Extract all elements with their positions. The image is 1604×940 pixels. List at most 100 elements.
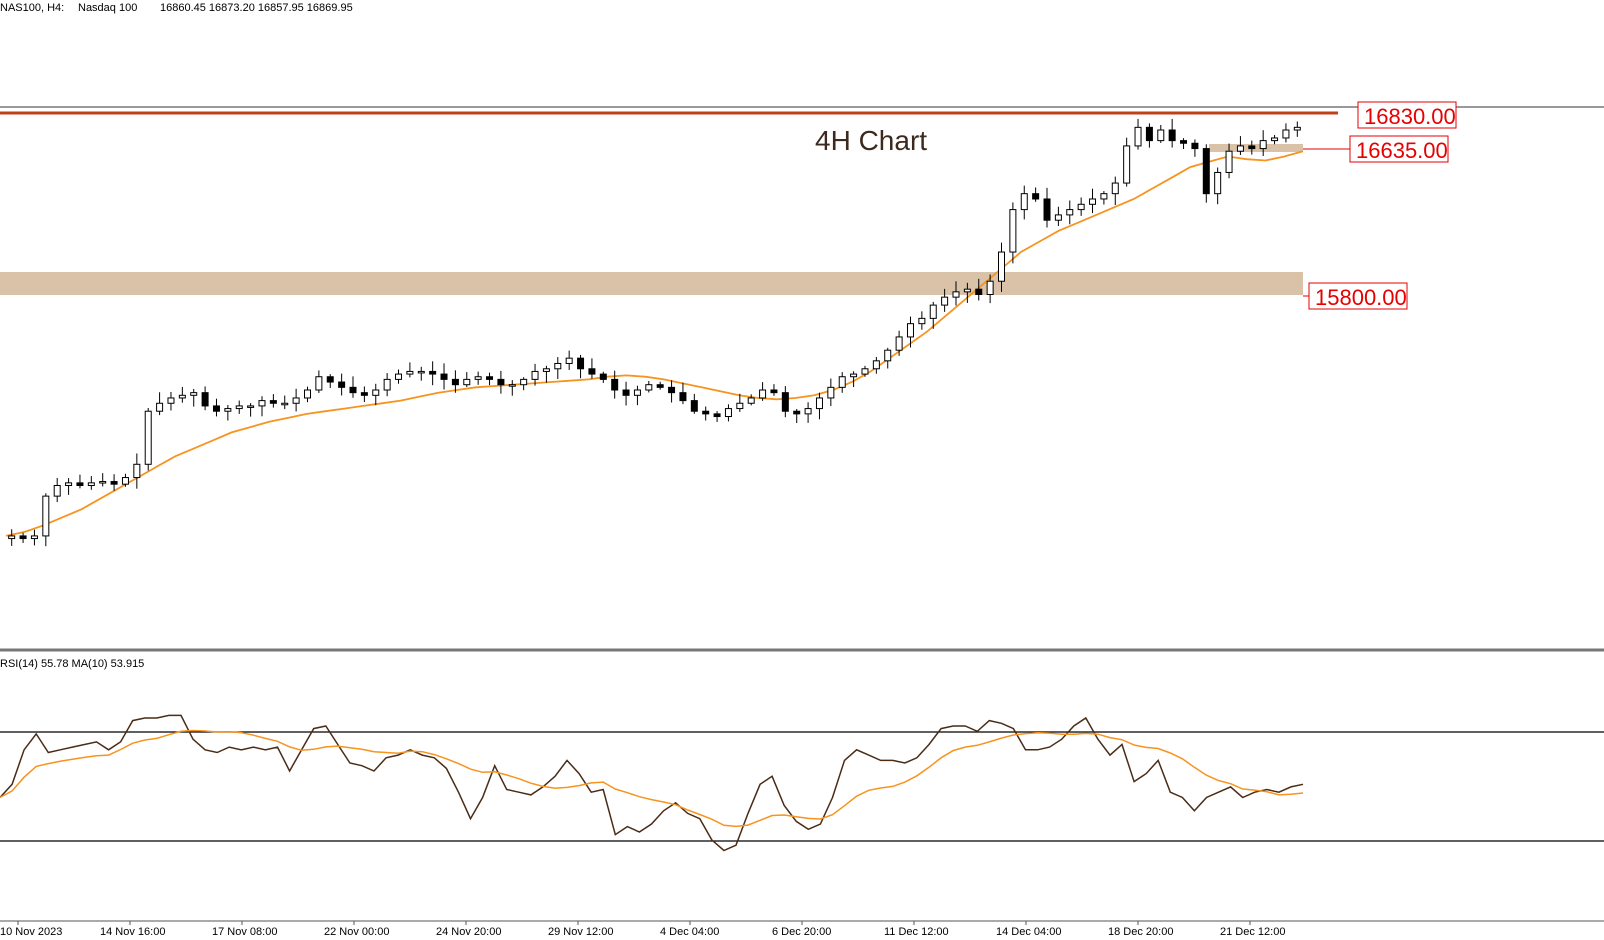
candle bbox=[827, 378, 835, 407]
candle bbox=[360, 386, 368, 403]
level-tag-15800: 15800.00 bbox=[1315, 285, 1407, 310]
candle-body bbox=[1236, 145, 1244, 152]
level-tag-16635: 16635.00 bbox=[1356, 138, 1448, 163]
candle-body bbox=[986, 280, 994, 295]
candle-body bbox=[372, 389, 380, 396]
candle-body bbox=[611, 378, 619, 391]
support-zone-16635 bbox=[1209, 144, 1303, 152]
candle-body bbox=[1271, 137, 1279, 142]
candle-body bbox=[906, 323, 914, 338]
candle-body bbox=[8, 535, 16, 540]
candle bbox=[372, 383, 380, 406]
candle bbox=[599, 371, 607, 383]
candle-body bbox=[395, 373, 403, 380]
candle bbox=[315, 370, 323, 393]
x-tick-label: 11 Dec 12:00 bbox=[884, 926, 949, 938]
candle-body bbox=[201, 392, 209, 407]
candle-body bbox=[1293, 126, 1301, 131]
candle-body bbox=[1157, 129, 1165, 142]
candle bbox=[941, 288, 949, 312]
candle-body bbox=[804, 408, 812, 415]
candle bbox=[1191, 139, 1199, 157]
level-tag-16635-box bbox=[1349, 135, 1449, 163]
candle bbox=[292, 388, 300, 412]
candle bbox=[235, 400, 243, 414]
candle-body bbox=[724, 408, 732, 418]
candle bbox=[1259, 130, 1267, 156]
candle-body bbox=[520, 378, 528, 386]
candle bbox=[713, 411, 721, 422]
candle-body bbox=[1043, 198, 1051, 221]
candle bbox=[645, 381, 653, 393]
candle bbox=[998, 242, 1006, 292]
candle bbox=[577, 354, 585, 379]
candle bbox=[918, 311, 926, 330]
candle bbox=[247, 403, 255, 417]
candle bbox=[281, 395, 289, 410]
candle bbox=[588, 358, 596, 379]
candle bbox=[838, 372, 846, 393]
candle-body bbox=[918, 317, 926, 325]
candle-body bbox=[1089, 198, 1097, 205]
candle bbox=[1054, 206, 1062, 226]
candle bbox=[1123, 137, 1131, 187]
candle-body bbox=[1111, 182, 1119, 195]
candle-body bbox=[440, 373, 448, 380]
candle-body bbox=[998, 251, 1006, 282]
candle bbox=[99, 473, 107, 487]
candle bbox=[178, 386, 186, 403]
candle bbox=[338, 373, 346, 396]
candle-body bbox=[975, 288, 983, 295]
candle bbox=[326, 374, 334, 388]
candle-body bbox=[599, 373, 607, 380]
candle bbox=[406, 362, 414, 378]
candle-body bbox=[941, 296, 949, 306]
x-tick-label: 24 Nov 20:00 bbox=[436, 926, 501, 938]
candle-body bbox=[952, 291, 960, 298]
candle-body bbox=[178, 394, 186, 399]
candle-body bbox=[87, 482, 95, 487]
candle bbox=[133, 453, 141, 489]
candle-body bbox=[1145, 126, 1153, 142]
x-tick-label: 14 Nov 16:00 bbox=[100, 926, 165, 938]
candle-body bbox=[679, 392, 687, 402]
candle bbox=[554, 357, 562, 379]
candle-body bbox=[838, 376, 846, 388]
candle-body bbox=[577, 357, 585, 370]
candle-body bbox=[929, 304, 937, 319]
candle-body bbox=[281, 402, 289, 406]
candle-body bbox=[212, 405, 220, 412]
candle bbox=[1202, 144, 1210, 203]
candle bbox=[19, 532, 27, 543]
candle-body bbox=[1009, 209, 1017, 253]
candle-body bbox=[19, 535, 27, 540]
rsi-ma-series bbox=[0, 729, 1304, 828]
candle bbox=[1077, 197, 1085, 216]
candle-body bbox=[850, 373, 858, 378]
candle bbox=[167, 391, 175, 411]
candle bbox=[656, 381, 664, 390]
candle-body bbox=[406, 370, 414, 375]
candle bbox=[542, 365, 550, 383]
candle-body bbox=[781, 392, 789, 412]
candle-body bbox=[190, 392, 198, 396]
candle-body bbox=[224, 408, 232, 412]
candle-body bbox=[1134, 126, 1142, 147]
candle bbox=[975, 278, 983, 301]
candle bbox=[42, 493, 50, 547]
candle bbox=[1271, 135, 1279, 145]
candle bbox=[451, 370, 459, 393]
rsi-series bbox=[0, 714, 1304, 852]
candle bbox=[395, 369, 403, 384]
candle-body bbox=[326, 376, 334, 383]
candle bbox=[861, 365, 869, 377]
candle bbox=[986, 274, 994, 304]
candle-body bbox=[1202, 148, 1210, 195]
rsi-line bbox=[0, 714, 1304, 852]
candle bbox=[201, 386, 209, 411]
candle bbox=[565, 350, 573, 370]
candle-body bbox=[497, 378, 505, 386]
candle bbox=[781, 386, 789, 418]
candle-body bbox=[1020, 193, 1028, 211]
candle-body bbox=[338, 381, 346, 388]
